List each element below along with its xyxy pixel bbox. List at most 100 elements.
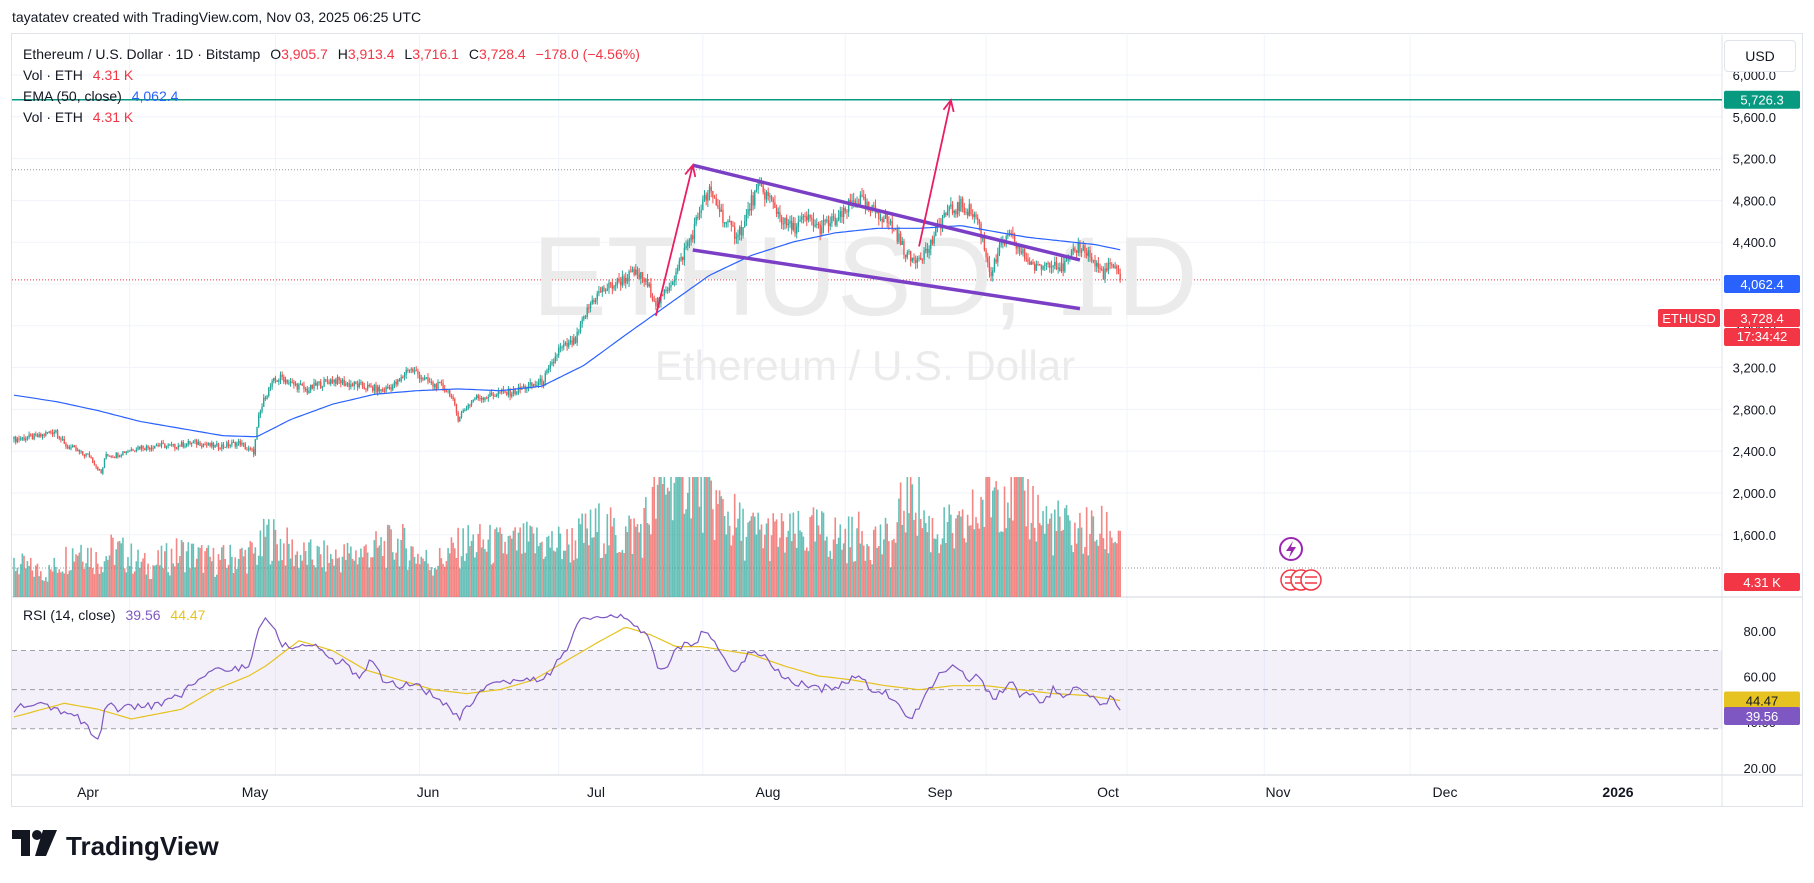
candle-body	[83, 454, 86, 457]
volume-bar	[249, 541, 252, 597]
candle-body	[593, 299, 595, 303]
volume-bar	[143, 553, 146, 597]
candle-body	[288, 382, 290, 384]
candle-body	[482, 398, 484, 400]
volume-bar	[338, 557, 340, 597]
candle-body	[1030, 261, 1033, 265]
volume-bar	[536, 527, 538, 597]
volume-bar	[291, 539, 294, 597]
price-tick-label: 2,400.0	[1733, 444, 1776, 459]
candle-body	[563, 344, 565, 347]
volume-bar	[358, 557, 361, 597]
rsi-legend-value: 39.56	[125, 607, 161, 623]
candle-body	[249, 448, 252, 450]
volume-bar	[29, 557, 32, 597]
candle-body	[465, 408, 468, 410]
volume-bar	[562, 550, 565, 597]
candle-body	[611, 283, 614, 289]
candle-body	[450, 396, 453, 398]
legend-volume-row[interactable]: Vol · ETH 4.31 K	[23, 65, 640, 86]
chart-frame[interactable]	[11, 33, 1803, 807]
volume-bar	[784, 552, 786, 597]
rsi-legend[interactable]: RSI (14, close) 39.56 44.47	[23, 607, 205, 623]
candle-body	[797, 221, 800, 227]
volume-bar	[988, 477, 991, 597]
tradingview-logo[interactable]: TradingView	[12, 830, 219, 863]
price-tick-label: 4,400.0	[1733, 235, 1776, 250]
price-tick-label: 4,800.0	[1733, 193, 1776, 208]
volume-bar	[909, 477, 912, 597]
volume-bar	[177, 562, 180, 597]
volume-bar	[205, 547, 208, 597]
candle-body	[85, 453, 87, 457]
volume-bar	[623, 553, 625, 597]
volume-bar	[19, 564, 22, 597]
candle-body	[313, 382, 315, 389]
volume-bar	[690, 518, 692, 597]
candle-body	[201, 446, 203, 448]
volume-bar	[921, 528, 924, 597]
volume-bar	[68, 570, 71, 597]
candle-body	[888, 222, 890, 224]
volume-bar	[321, 567, 324, 597]
volume-bar	[986, 477, 989, 597]
volume-bar	[65, 546, 67, 597]
volume-bar	[899, 482, 902, 597]
candle-body	[616, 278, 619, 285]
volume-bar	[172, 563, 175, 597]
volume-bar	[135, 561, 138, 597]
candle-body	[157, 444, 159, 446]
volume-bar	[117, 541, 119, 597]
candle-body	[1055, 261, 1058, 269]
candle-body	[552, 362, 555, 364]
volume-bar	[472, 534, 475, 597]
volume-bar	[229, 544, 232, 597]
candle-body	[373, 384, 376, 391]
volume-bar	[1032, 485, 1034, 597]
candle-body	[244, 444, 246, 450]
volume-bar	[231, 556, 233, 597]
volume-bar	[733, 493, 736, 597]
candle-body	[343, 379, 345, 386]
candle-body	[579, 323, 582, 332]
legend-volume-row-2[interactable]: Vol · ETH 4.31 K	[23, 107, 640, 128]
volume-bar	[1094, 541, 1096, 597]
candle-body	[246, 449, 248, 451]
candle-body	[484, 397, 486, 400]
legend-symbol-row[interactable]: Ethereum / U.S. Dollar · 1D · Bitstamp O…	[23, 44, 640, 65]
volume-bar	[991, 490, 994, 597]
volume-bar	[70, 570, 72, 597]
volume-bar	[271, 560, 273, 597]
candle-body	[132, 449, 134, 451]
candle-body	[737, 234, 739, 238]
volume-bar	[18, 574, 20, 597]
volume-bar	[1042, 511, 1044, 597]
candle-body	[834, 217, 836, 226]
currency-button[interactable]: USD	[1724, 40, 1796, 72]
candle-body	[33, 433, 35, 440]
legend-ema-row[interactable]: EMA (50, close) 4,062.4	[23, 86, 640, 107]
volume-bar	[269, 564, 272, 597]
volume-bar	[500, 533, 503, 597]
projection-arrow	[918, 100, 952, 247]
candle-body	[470, 401, 473, 405]
candle-body	[732, 225, 734, 227]
candle-body	[490, 392, 493, 395]
volume-bar	[355, 550, 357, 597]
candle-body	[296, 383, 298, 390]
volume-bar	[212, 547, 215, 597]
candle-body	[809, 214, 811, 219]
candle-body	[189, 440, 191, 444]
volume-bar	[844, 528, 847, 597]
volume-bar	[802, 536, 805, 597]
volume-bar	[333, 565, 335, 597]
volume-bar	[849, 547, 852, 597]
candle-body	[920, 257, 922, 260]
candle-body	[38, 434, 40, 438]
candle-body	[1040, 264, 1043, 270]
volume-bar	[886, 523, 888, 597]
candle-body	[646, 278, 649, 287]
volume-bar	[353, 560, 356, 597]
candle-body	[539, 378, 541, 383]
